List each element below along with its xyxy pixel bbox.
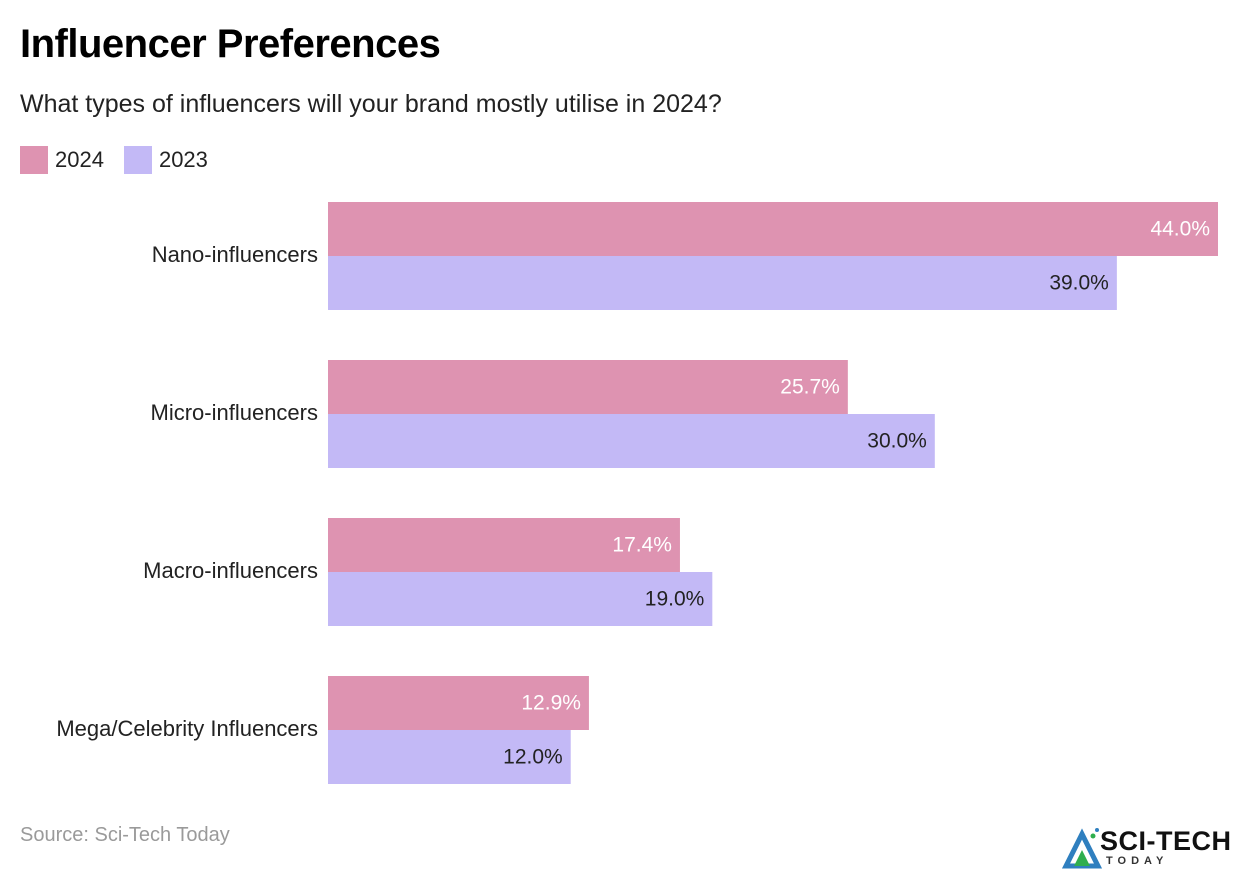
category-label: Nano-influencers xyxy=(152,242,318,267)
category-label: Micro-influencers xyxy=(151,400,319,425)
logo-mark-icon xyxy=(1062,828,1102,869)
data-label-2024: 25.7% xyxy=(780,376,840,399)
legend-item-2024: 2024 xyxy=(20,146,104,174)
legend-swatch-2023 xyxy=(123,146,152,174)
bar-2023 xyxy=(328,730,571,784)
legend-item-2023: 2023 xyxy=(123,146,208,174)
data-label-2024: 12.9% xyxy=(521,692,581,715)
bar-2024 xyxy=(328,518,680,572)
data-label-2023: 19.0% xyxy=(645,588,705,611)
logo-tagline: TODAY xyxy=(1106,855,1169,867)
legend: 2024 2023 xyxy=(20,146,228,174)
bar-2024 xyxy=(328,360,848,414)
bar-2023 xyxy=(328,414,935,468)
chart-subtitle: What types of influencers will your bran… xyxy=(20,90,722,118)
legend-label-2024: 2024 xyxy=(55,147,104,172)
source-note: Source: Sci-Tech Today xyxy=(20,824,230,846)
category-label: Mega/Celebrity Influencers xyxy=(56,716,318,741)
data-label-2024: 44.0% xyxy=(1150,218,1210,241)
legend-label-2023: 2023 xyxy=(158,147,208,172)
sci-tech-logo: SCI-TECH TODAY xyxy=(1062,826,1238,870)
data-label-2024: 17.4% xyxy=(612,534,672,557)
category-label: Macro-influencers xyxy=(143,558,318,583)
chart-title: Influencer Preferences xyxy=(20,22,441,66)
data-label-2023: 12.0% xyxy=(503,746,563,769)
data-label-2023: 30.0% xyxy=(867,430,927,453)
bar-2023 xyxy=(328,256,1117,310)
logo-name: SCI-TECH xyxy=(1100,826,1232,856)
legend-swatch-2024 xyxy=(20,146,48,174)
bar-2023 xyxy=(328,572,713,626)
bar-2024 xyxy=(328,676,589,730)
bar-2024 xyxy=(328,202,1218,256)
data-label-2023: 39.0% xyxy=(1049,272,1109,295)
